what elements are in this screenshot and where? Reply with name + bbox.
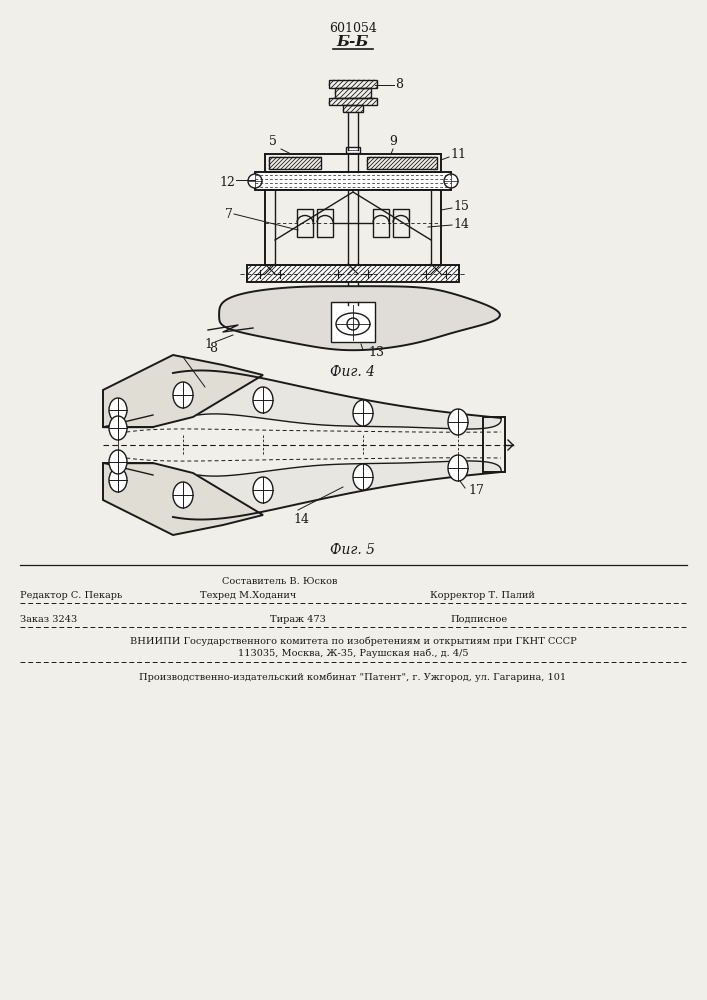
Bar bbox=[329, 98, 377, 105]
Polygon shape bbox=[103, 463, 263, 535]
Bar bbox=[317, 209, 333, 236]
Polygon shape bbox=[173, 370, 501, 429]
Text: Б-Б: Б-Б bbox=[337, 35, 369, 49]
Text: 1: 1 bbox=[204, 338, 212, 352]
Circle shape bbox=[248, 174, 262, 188]
Text: 17: 17 bbox=[468, 484, 484, 496]
Text: Редактор С. Пекарь: Редактор С. Пекарь bbox=[20, 591, 122, 600]
Text: Техред М.Ходанич: Техред М.Ходанич bbox=[200, 591, 296, 600]
Ellipse shape bbox=[353, 464, 373, 490]
Text: Подписное: Подписное bbox=[450, 615, 507, 624]
Text: Фиг. 5: Фиг. 5 bbox=[330, 543, 375, 557]
Text: Корректор Т. Палий: Корректор Т. Палий bbox=[430, 591, 535, 600]
Bar bbox=[297, 209, 313, 236]
Text: Тираж 473: Тираж 473 bbox=[270, 615, 326, 624]
Text: 8: 8 bbox=[209, 342, 217, 355]
Bar bbox=[331, 302, 375, 342]
Ellipse shape bbox=[173, 482, 193, 508]
Polygon shape bbox=[219, 286, 500, 350]
Ellipse shape bbox=[109, 416, 127, 440]
Text: 14: 14 bbox=[453, 218, 469, 231]
Ellipse shape bbox=[109, 398, 127, 422]
Text: 113035, Москва, Ж-35, Раушская наб., д. 4/5: 113035, Москва, Ж-35, Раушская наб., д. … bbox=[238, 649, 468, 658]
Bar bbox=[393, 209, 409, 236]
Bar bbox=[269, 157, 321, 169]
Text: 8: 8 bbox=[395, 79, 403, 92]
Text: 14: 14 bbox=[293, 513, 309, 526]
Text: Производственно-издательский комбинат "Патент", г. Ужгород, ул. Гагарина, 101: Производственно-издательский комбинат "П… bbox=[139, 672, 566, 682]
Bar bbox=[329, 80, 377, 88]
Ellipse shape bbox=[173, 382, 193, 408]
Text: 13: 13 bbox=[368, 347, 384, 360]
Ellipse shape bbox=[353, 400, 373, 426]
Text: ВНИИПИ Государственного комитета по изобретениям и открытиям при ГКНТ СССР: ВНИИПИ Государственного комитета по изоб… bbox=[129, 637, 576, 647]
Text: 601054: 601054 bbox=[329, 21, 377, 34]
Ellipse shape bbox=[448, 455, 468, 481]
Bar bbox=[483, 417, 505, 472]
Polygon shape bbox=[173, 461, 501, 520]
Text: 7: 7 bbox=[225, 209, 233, 222]
Text: 15: 15 bbox=[453, 200, 469, 214]
Ellipse shape bbox=[109, 450, 127, 474]
Text: 12: 12 bbox=[219, 176, 235, 188]
Text: Составитель В. Юсков: Составитель В. Юсков bbox=[222, 577, 338, 586]
Ellipse shape bbox=[253, 387, 273, 413]
Bar bbox=[247, 265, 459, 282]
Bar bbox=[335, 88, 371, 98]
Text: 5: 5 bbox=[269, 135, 277, 148]
Bar bbox=[343, 105, 363, 112]
Text: Фиг. 4: Фиг. 4 bbox=[330, 365, 375, 379]
Bar bbox=[255, 172, 451, 190]
Ellipse shape bbox=[253, 477, 273, 503]
Text: 11: 11 bbox=[450, 148, 466, 161]
Bar bbox=[346, 147, 360, 153]
Text: 9: 9 bbox=[389, 135, 397, 148]
Bar bbox=[367, 157, 437, 169]
Polygon shape bbox=[103, 355, 263, 427]
Text: Заказ 3243: Заказ 3243 bbox=[20, 615, 77, 624]
Ellipse shape bbox=[448, 409, 468, 435]
Bar bbox=[373, 209, 389, 236]
Ellipse shape bbox=[109, 468, 127, 492]
Circle shape bbox=[444, 174, 458, 188]
